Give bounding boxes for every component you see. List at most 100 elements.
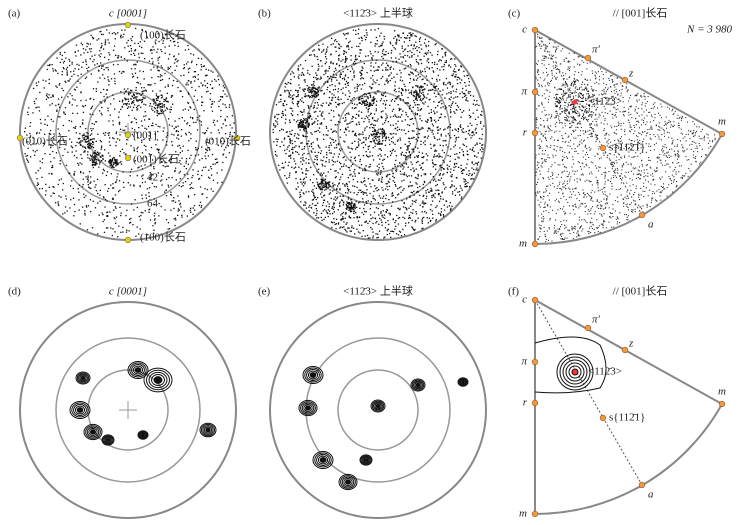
scatter-dot [99,56,101,58]
scatter-dot [95,161,98,163]
scatter-dot [345,33,347,35]
scatter-dot [296,104,299,106]
scatter-dot [205,157,207,160]
scatter-dot [286,131,288,133]
scatter-dot [620,95,622,97]
scatter-dot [124,132,126,134]
scatter-dot [369,94,371,96]
scatter-dot [391,230,393,232]
scatter-dot [325,134,327,136]
scatter-dot [39,160,41,162]
scatter-dot [479,149,481,151]
scatter-dot [399,79,401,81]
scatter-dot [391,170,393,172]
scatter-dot [386,209,389,211]
scatter-dot [374,130,377,132]
scatter-dot [150,175,152,177]
scatter-dot [105,174,108,177]
scatter-dot [455,166,457,168]
scatter-dot [382,159,384,161]
scatter-dot [439,128,441,130]
scatter-dot [359,60,362,62]
scatter-dot [468,84,470,86]
scatter-dot [377,141,379,143]
scatter-dot [333,202,335,204]
scatter-dot [325,125,327,128]
scatter-dot [189,157,191,159]
scatter-dot [97,202,99,204]
scatter-dot [65,195,67,197]
scatter-dot [165,195,168,197]
scatter-dot [367,111,369,113]
scatter-dot [369,102,371,104]
scatter-dot [444,61,446,63]
scatter-dot [422,206,424,208]
scatter-dot [304,146,306,148]
scatter-dot [396,41,398,43]
scatter-dot [418,87,421,89]
scatter-dot [288,176,290,178]
scatter-dot [69,60,71,62]
scatter-dot [136,206,138,209]
scatter-dot [326,48,328,50]
scatter-dot [283,166,285,168]
scatter-dot [371,99,373,101]
scatter-dot [359,232,361,234]
scatter-dot [342,218,344,220]
scatter-dot [419,86,421,88]
scatter-dot [344,213,347,215]
scatter-dot [76,63,78,66]
scatter-dot [459,108,461,111]
scatter-dot [348,42,350,44]
scatter-dot [404,212,406,214]
scatter-dot [138,215,140,218]
scatter-dot [373,127,375,129]
scatter-dot [405,156,407,158]
scatter-dot [92,142,95,144]
scatter-dot [405,133,407,135]
scatter-dot [92,128,94,130]
scatter-dot [465,182,467,185]
scatter-dot [127,88,129,90]
scatter-dot [349,174,351,176]
scatter-dot [62,89,65,92]
scatter-dot [126,104,128,106]
scatter-dot [377,66,379,68]
scatter-dot [422,98,424,100]
scatter-dot [383,129,385,131]
scatter-dot [156,51,158,53]
scatter-dot [101,160,103,162]
scatter-dot [108,42,110,44]
scatter-dot [423,55,425,57]
scatter-dot [353,60,356,63]
scatter-dot [77,188,79,190]
scatter-dot [366,234,369,237]
scatter-dot [301,100,303,102]
scatter-dot [291,107,293,110]
scatter-dot [457,106,460,108]
scatter-dot [417,62,419,64]
scatter-dot [104,184,106,186]
contour [148,371,168,389]
scatter-dot [339,178,341,181]
scatter-dot [403,234,406,236]
scatter-dot [128,103,130,105]
scatter-dot [85,135,87,137]
scatter-dot [380,115,382,118]
scatter-dot [111,32,113,35]
scatter-dot [194,75,196,77]
scatter-dot [35,82,37,84]
scatter-dot [479,137,481,140]
scatter-dot [374,217,376,219]
scatter-dot [149,208,151,210]
scatter-dot [411,203,414,205]
scatter-dot [189,187,191,190]
scatter-dot [438,101,440,103]
scatter-dot [364,93,366,95]
scatter-dot [372,231,374,233]
scatter-dot [615,88,617,90]
scatter-dot [181,117,183,119]
scatter-dot [378,189,380,191]
scatter-dot [366,103,369,106]
scatter-dot [187,173,189,175]
